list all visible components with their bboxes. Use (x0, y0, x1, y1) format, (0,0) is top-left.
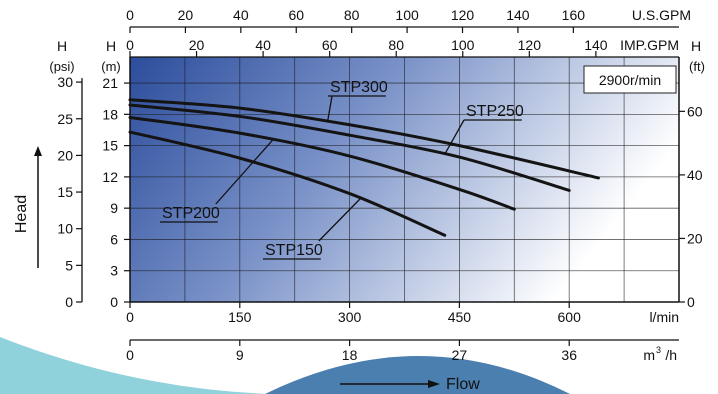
tick-label-m: 18 (102, 106, 118, 122)
series-label-stp200: STP200 (160, 139, 274, 223)
series-curve-stp150 (128, 130, 447, 237)
series-curve-stp300 (128, 98, 600, 180)
flow-axis-title: Flow (340, 376, 480, 393)
tick-label-ft: 60 (687, 103, 703, 119)
tick-label-m: 6 (110, 231, 118, 247)
tick-label-usgpm: 140 (506, 7, 530, 23)
flow-label: Flow (446, 376, 480, 393)
unit-m3h-base: m (643, 347, 655, 363)
series-curve-stp200 (128, 115, 516, 211)
tick-label-impgpm: 0 (126, 37, 134, 53)
series-label-leader (215, 139, 274, 205)
tick-label-m: 9 (110, 200, 118, 216)
tick-label-psi: 25 (57, 111, 73, 127)
tick-label-lmin: 0 (126, 309, 134, 325)
unit-label-m: (m) (101, 59, 121, 74)
tick-label-impgpm: 80 (388, 37, 404, 53)
tick-label-m3h: 0 (126, 347, 134, 363)
tick-label-m3h: 36 (561, 347, 577, 363)
tick-label-psi: 15 (57, 184, 73, 200)
tick-label-impgpm: 140 (584, 37, 608, 53)
decorative-swoosh-teal (0, 337, 330, 394)
tick-label-psi: 0 (65, 294, 73, 310)
tick-label-impgpm: 120 (518, 37, 542, 53)
series-curve-stp250 (128, 103, 571, 192)
tick-label-usgpm: 80 (344, 7, 360, 23)
tick-label-usgpm: 120 (451, 7, 475, 23)
unit-label-ft: (ft) (689, 59, 705, 74)
tick-label-impgpm: 60 (322, 37, 338, 53)
tick-label-impgpm: 100 (451, 37, 475, 53)
header-h-psi: H (57, 38, 67, 54)
unit-m3h-sup: 3 (656, 345, 661, 355)
unit-label-m3h: m 3/h (643, 345, 677, 363)
tick-label-m: 0 (110, 294, 118, 310)
tick-label-m: 12 (102, 169, 118, 185)
tick-label-usgpm: 100 (395, 7, 419, 23)
unit-label-usgpm: U.S.GPM (632, 7, 691, 23)
series-labels: STP300 STP250 STP200 STP150 (160, 79, 524, 260)
tick-label-m: 3 (110, 263, 118, 279)
tick-label-m3h: 18 (342, 347, 358, 363)
unit-label-lmin: l/min (649, 309, 679, 325)
tick-label-ft: 0 (687, 294, 695, 310)
tick-label-usgpm: 0 (126, 7, 134, 23)
series-label-stp250: STP250 (444, 103, 524, 155)
tick-label-m: 15 (102, 138, 118, 154)
series-label-text: STP150 (265, 242, 323, 259)
tick-label-psi: 30 (57, 74, 73, 90)
tick-label-lmin: 300 (338, 309, 362, 325)
tick-label-lmin: 450 (448, 309, 472, 325)
tick-label-lmin: 150 (228, 309, 252, 325)
decorative-swoosh-blue (265, 356, 570, 394)
speed-label: 2900r/min (599, 72, 661, 88)
tick-label-impgpm: 40 (255, 37, 271, 53)
tick-label-ft: 40 (687, 167, 703, 183)
tick-label-m3h: 9 (236, 347, 244, 363)
speed-box: 2900r/min (583, 65, 677, 94)
tick-label-usgpm: 60 (288, 7, 304, 23)
header-h-ft: H (691, 38, 701, 54)
head-label: Head (13, 195, 30, 233)
unit-label-psi: (psi) (49, 59, 74, 74)
header-h-m: H (106, 38, 116, 54)
tick-label-usgpm: 20 (178, 7, 194, 23)
unit-m3h-tail: /h (665, 347, 677, 363)
tick-label-m3h: 27 (452, 347, 468, 363)
tick-label-usgpm: 160 (562, 7, 586, 23)
tick-label-psi: 5 (65, 257, 73, 273)
tick-label-usgpm: 40 (233, 7, 249, 23)
tick-label-ft: 20 (687, 230, 703, 246)
unit-label-impgpm: IMP.GPM (620, 37, 679, 53)
tick-label-m: 21 (102, 75, 118, 91)
series-label-text: STP300 (330, 79, 388, 96)
tick-label-psi: 20 (57, 147, 73, 163)
series-curves (128, 98, 600, 237)
tick-label-psi: 10 (57, 221, 73, 237)
series-label-text: STP200 (162, 205, 220, 222)
series-label-stp150: STP150 (263, 197, 362, 260)
tick-label-impgpm: 20 (189, 37, 205, 53)
series-label-leader (444, 119, 465, 155)
tick-label-lmin: 600 (558, 309, 582, 325)
series-label-text: STP250 (466, 103, 524, 120)
series-label-leader (326, 95, 333, 122)
series-label-leader (318, 197, 362, 242)
head-axis-title: Head (13, 146, 42, 268)
series-label-stp300: STP300 (326, 79, 388, 122)
